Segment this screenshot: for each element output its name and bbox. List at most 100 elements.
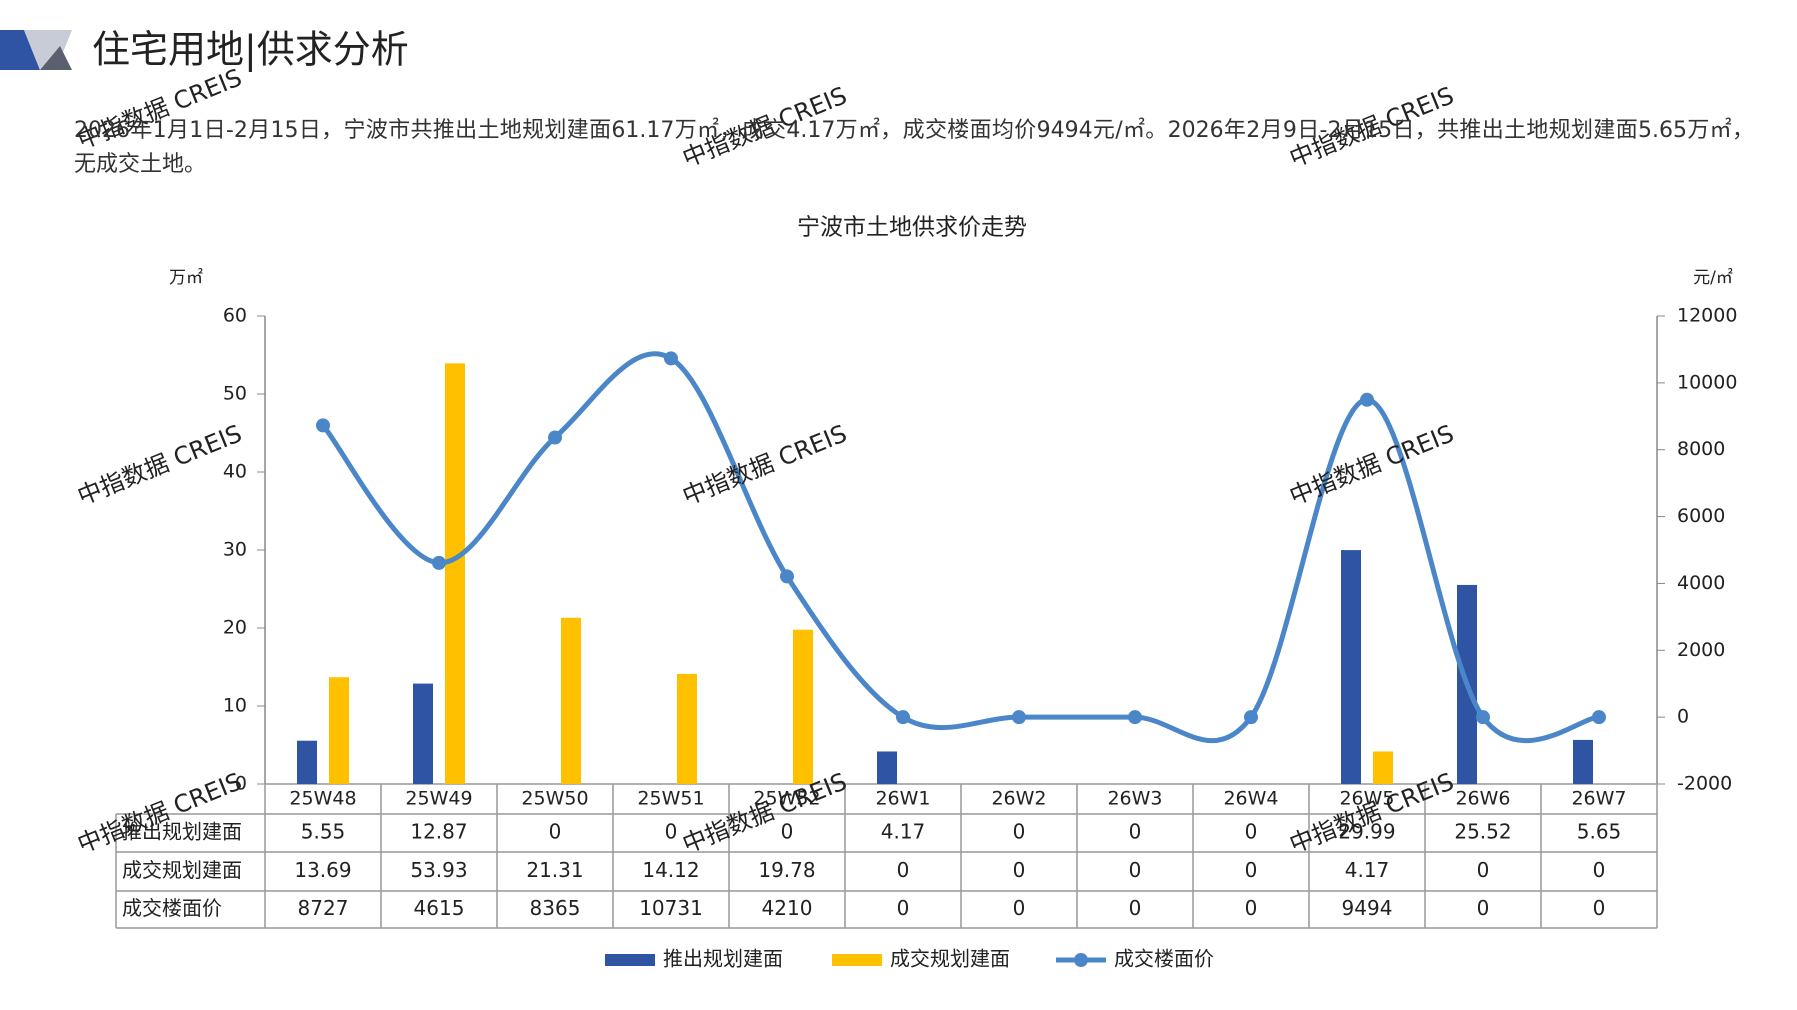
y2-tick-label: 6000 (1677, 505, 1725, 527)
x-tick-label: 25W50 (521, 788, 588, 810)
table-row-label: 成交楼面价 (122, 896, 222, 920)
y-tick-label: 0 (235, 773, 247, 795)
table-cell: 0 (1593, 858, 1606, 882)
line-marker (664, 351, 678, 366)
y2-tick-label: 12000 (1677, 305, 1737, 327)
table-cell: 0 (1477, 858, 1490, 882)
legend-label: 推出规划建面 (663, 947, 783, 971)
legend-label: 成交楼面价 (1114, 947, 1214, 971)
bar (793, 629, 813, 784)
y2-tick-label: 8000 (1677, 438, 1725, 460)
table-cell: 5.55 (301, 820, 346, 844)
table-cell: 25.52 (1454, 820, 1511, 844)
y-tick-label: 20 (223, 617, 247, 639)
table-cell: 4.17 (881, 820, 926, 844)
y-tick-label: 10 (223, 695, 247, 717)
x-tick-label: 25W51 (637, 788, 704, 810)
watermark: 中指数据 CREIS (678, 767, 850, 858)
bar (297, 740, 317, 784)
y-tick-label: 30 (223, 539, 247, 561)
table-cell: 0 (549, 820, 562, 844)
watermark: 中指数据 CREIS (73, 419, 245, 510)
legend-swatch (1074, 953, 1088, 967)
x-tick-label: 26W2 (991, 788, 1046, 810)
table-cell: 21.31 (526, 858, 583, 882)
table-cell: 0 (1129, 858, 1142, 882)
table-cell: 9494 (1342, 896, 1393, 920)
table-row-label: 推出规划建面 (122, 820, 242, 844)
line-marker (1476, 710, 1490, 725)
table-cell: 0 (1245, 896, 1258, 920)
table-cell: 0 (1129, 820, 1142, 844)
table-cell: 19.78 (758, 858, 815, 882)
watermark: 中指数据 CREIS (1285, 767, 1457, 858)
bar (677, 673, 697, 784)
line-marker (896, 710, 910, 725)
table-cell: 8727 (298, 896, 349, 920)
legend-swatch (605, 954, 655, 966)
table-cell: 13.69 (294, 858, 351, 882)
line-marker (1592, 710, 1606, 725)
line-marker (780, 569, 794, 584)
y2-tick-label: 10000 (1677, 371, 1737, 393)
table-cell: 29.99 (1338, 820, 1395, 844)
line-marker (432, 555, 446, 570)
x-tick-label: 26W5 (1339, 788, 1394, 810)
y-tick-label: 40 (223, 461, 247, 483)
bar (561, 617, 581, 784)
y-tick-label: 50 (223, 383, 247, 405)
watermark: 中指数据 CREIS (1285, 419, 1457, 510)
header-mark (0, 30, 40, 70)
y2-tick-label: -2000 (1677, 773, 1732, 795)
y2-axis-label: 元/㎡ (1693, 268, 1733, 288)
table-cell: 0 (1593, 896, 1606, 920)
line-marker (1012, 710, 1026, 725)
x-tick-label: 26W1 (875, 788, 930, 810)
table-cell: 4210 (762, 896, 813, 920)
table-cell: 0 (781, 820, 794, 844)
table-cell: 8365 (530, 896, 581, 920)
x-tick-label: 25W48 (289, 788, 356, 810)
table-cell: 53.93 (410, 858, 467, 882)
line-marker (548, 430, 562, 445)
legend-swatch (832, 954, 882, 966)
y2-tick-label: 4000 (1677, 572, 1725, 594)
watermark: 中指数据 CREIS (73, 767, 245, 858)
table-cell: 5.65 (1577, 820, 1622, 844)
bar (329, 677, 349, 784)
bar (445, 363, 465, 784)
table-cell: 4615 (414, 896, 465, 920)
table-row-label: 成交规划建面 (122, 858, 242, 882)
table-cell: 0 (1245, 820, 1258, 844)
table-cell: 4.17 (1345, 858, 1390, 882)
page-title: 住宅用地|供求分析 (92, 28, 409, 73)
table-cell: 0 (1013, 858, 1026, 882)
table-cell: 0 (1129, 896, 1142, 920)
table-cell: 0 (1013, 820, 1026, 844)
table-cell: 0 (1245, 858, 1258, 882)
bar (1573, 739, 1593, 784)
table-cell: 12.87 (410, 820, 467, 844)
table-cell: 0 (897, 858, 910, 882)
bar (877, 751, 897, 784)
table-cell: 14.12 (642, 858, 699, 882)
y-tick-label: 60 (223, 305, 247, 327)
line (321, 351, 1600, 744)
y2-tick-label: 0 (1677, 706, 1689, 728)
line-marker (316, 418, 330, 433)
y-axis-label: 万㎡ (169, 268, 203, 288)
x-tick-label: 25W52 (753, 788, 820, 810)
legend-label: 成交规划建面 (890, 947, 1010, 971)
bar (1373, 751, 1393, 784)
table-cell: 0 (1013, 896, 1026, 920)
table-cell: 0 (1477, 896, 1490, 920)
chart-title: 宁波市土地供求价走势 (797, 215, 1027, 241)
watermark: 中指数据 CREIS (678, 419, 850, 510)
line-marker (1128, 710, 1142, 725)
header-mark (40, 46, 72, 70)
x-tick-label: 26W3 (1107, 788, 1162, 810)
line-marker (1244, 710, 1258, 725)
bar (413, 683, 433, 784)
